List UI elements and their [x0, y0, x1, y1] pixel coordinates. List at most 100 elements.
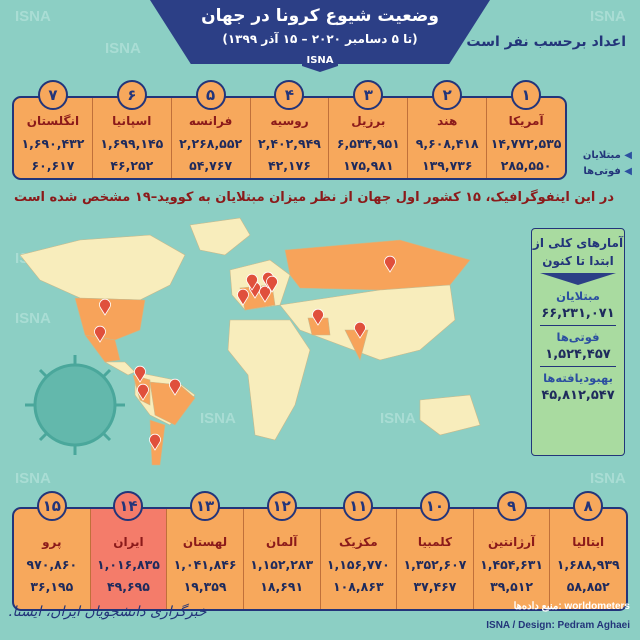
country-marker	[259, 285, 271, 303]
isna-watermark: ISNA	[15, 8, 51, 25]
isna-logo: خبرگزاری دانشجویان ایران، ایسنا.	[8, 604, 207, 620]
cases-value: ۶,۵۳۴,۹۵۱	[336, 136, 400, 151]
rank-badge: ۲	[432, 80, 463, 110]
country-marker	[354, 321, 366, 339]
deaths-value: ۲۸۵,۵۵۰	[500, 158, 552, 173]
total-cases: ۶۶,۲۳۱,۰۷۱	[540, 306, 616, 326]
country-column: ۱۵ پرو ۹۷۰,۸۶۰ ۳۶,۱۹۵	[14, 491, 90, 609]
country-name: لهستان	[182, 535, 228, 549]
deaths-value: ۱۹,۳۵۹	[183, 579, 227, 594]
rank-badge: ۱۱	[343, 491, 374, 521]
russia	[284, 239, 471, 291]
rank-badge: ۱۲	[266, 491, 297, 521]
country-name: کلمبیا	[417, 535, 453, 549]
cases-value: ۹,۶۰۸,۴۱۸	[415, 136, 479, 151]
greenland	[189, 217, 251, 256]
country-column: ۳ برزیل ۶,۵۳۴,۹۵۱ ۱۷۵,۹۸۱	[328, 80, 407, 178]
country-name: آرژانتین	[487, 535, 536, 549]
country-column: ۸ ایتالیا ۱,۶۸۸,۹۳۹ ۵۸,۸۵۲	[549, 491, 626, 609]
page-title: وضعیت شیوع کرونا در جهان	[201, 6, 439, 26]
cases-value: ۱,۶۸۸,۹۳۹	[556, 557, 620, 572]
rank-badge: ۳	[353, 80, 384, 110]
cases-value: ۱,۰۴۱,۸۴۶	[173, 557, 237, 572]
rank-badge: ۴	[274, 80, 305, 110]
country-name: ایران	[113, 535, 144, 549]
deaths-value: ۱۷۵,۹۸۱	[343, 158, 394, 173]
rank-badge: ۱	[511, 80, 542, 110]
country-name: فرانسه	[188, 114, 233, 128]
data-source: منبع داده‌ها: worldometers	[513, 601, 630, 612]
deaths-value: ۴۹,۶۹۵	[106, 579, 150, 594]
central-america	[103, 361, 136, 376]
deaths-value: ۴۶,۲۵۲	[110, 158, 154, 173]
deaths-value: ۵۸,۸۵۲	[566, 579, 610, 594]
total-recovered-label: بهبودیافته‌ها	[543, 371, 613, 385]
deaths-value: ۳۹,۵۱۲	[490, 579, 534, 594]
country-name: پرو	[42, 535, 62, 549]
country-name: مکزیک	[338, 535, 378, 549]
country-column: ۷ انگلستان ۱,۶۹۰,۴۳۲ ۶۰,۶۱۷	[14, 80, 92, 178]
deaths-value: ۳۷,۴۶۷	[413, 579, 457, 594]
australia	[419, 394, 481, 436]
country-column: ۱۰ کلمبیا ۱,۳۵۲,۶۰۷ ۳۷,۴۶۷	[396, 491, 473, 609]
country-column: ۱۲ آلمان ۱,۱۵۲,۲۸۳ ۱۸,۶۹۱	[242, 491, 320, 609]
deaths-row-label: ◀ فوتی‌ها	[583, 166, 632, 177]
global-totals-box: آمارهای کلی از ابتدا تا کنون مبتلایان ۶۶,…	[531, 228, 625, 456]
top-countries-table: ۱ آمریکا ۱۴,۷۷۲,۵۳۵ ۲۸۵,۵۵۰ ۲ هند ۹,۶۰۸,۴…	[12, 80, 567, 180]
deaths-value: ۳۶,۱۹۵	[30, 579, 74, 594]
country-name: آلمان	[265, 535, 298, 549]
cases-value: ۱,۱۵۶,۷۷۰	[326, 557, 390, 572]
country-marker	[266, 275, 278, 293]
country-column: ۵ فرانسه ۲,۲۶۸,۵۵۲ ۵۴,۷۶۷	[170, 80, 250, 178]
country-marker	[237, 288, 249, 306]
rank-badge: ۸	[573, 491, 604, 521]
deaths-value: ۱۳۹,۷۳۶	[421, 158, 473, 173]
canada	[19, 234, 186, 301]
country-name: روسیه	[270, 114, 309, 128]
country-marker	[246, 273, 258, 291]
virus-decoration	[25, 355, 125, 455]
country-name: انگلستان	[26, 114, 80, 128]
country-name: هند	[437, 114, 458, 128]
cases-value: ۱,۰۱۶,۸۳۵	[96, 557, 160, 572]
isna-watermark: ISNA	[15, 470, 51, 487]
cases-value: ۱,۳۵۲,۶۰۷	[403, 557, 467, 572]
deaths-value: ۱۰۸,۸۶۳	[333, 579, 384, 594]
total-recovered: ۴۵,۸۱۲,۵۴۷	[541, 388, 615, 403]
date-range: (تا ۵ دسامبر ۲۰۲۰ – ۱۵ آذر ۱۳۹۹)	[222, 32, 418, 46]
cases-row-label: ◀ مبتلایان	[582, 150, 632, 161]
isna-watermark: ISNA	[15, 310, 51, 327]
usa	[74, 297, 146, 341]
total-cases-label: مبتلایان	[556, 289, 600, 303]
country-column: ۱۱ مکزیک ۱,۱۵۶,۷۷۰ ۱۰۸,۸۶۳	[319, 491, 397, 609]
country-marker	[169, 378, 181, 396]
land	[19, 217, 481, 466]
cases-value: ۱,۱۵۲,۲۸۳	[250, 557, 314, 572]
total-deaths-label: فوتی‌ها	[556, 330, 600, 344]
cases-value: ۱,۶۹۰,۴۳۲	[21, 136, 85, 151]
isna-watermark: ISNA	[380, 410, 416, 427]
isna-watermark: ISNA	[200, 410, 236, 427]
units-note: اعداد برحسب نفر است	[466, 34, 626, 50]
cases-value: ۲,۲۶۸,۵۵۲	[179, 136, 243, 151]
total-deaths: ۱,۵۲۴,۴۵۷	[540, 347, 616, 367]
country-name: برزیل	[351, 114, 386, 128]
cases-value: ۲,۴۰۲,۹۴۹	[258, 136, 321, 151]
deaths-value: ۴۲,۱۷۶	[268, 158, 311, 173]
country-column: ۴ روسیه ۲,۴۰۲,۹۴۹ ۴۲,۱۷۶	[249, 80, 329, 178]
isna-tag: ISNA	[302, 52, 338, 72]
mexico	[84, 334, 121, 363]
isna-watermark: ISNA	[590, 8, 626, 25]
country-marker	[384, 255, 396, 273]
rank-badge: ۶	[116, 80, 147, 110]
totals-heading: آمارهای کلی از ابتدا تا کنون	[532, 236, 624, 268]
country-name: آمریکا	[508, 114, 544, 128]
rank-badge: ۵	[195, 80, 226, 110]
rank-badge: ۱۵	[36, 491, 67, 521]
country-marker	[134, 365, 146, 383]
isna-watermark: ISNA	[105, 40, 141, 57]
cases-value: ۱,۶۹۹,۱۴۵	[100, 136, 164, 151]
country-column: ۶ اسپانیا ۱,۶۹۹,۱۴۵ ۴۶,۲۵۲	[91, 80, 171, 178]
intro-line: در این اینفوگرافیک، ۱۵ کشور اول جهان از …	[13, 190, 615, 205]
rank-badge: ۱۰	[419, 491, 450, 521]
